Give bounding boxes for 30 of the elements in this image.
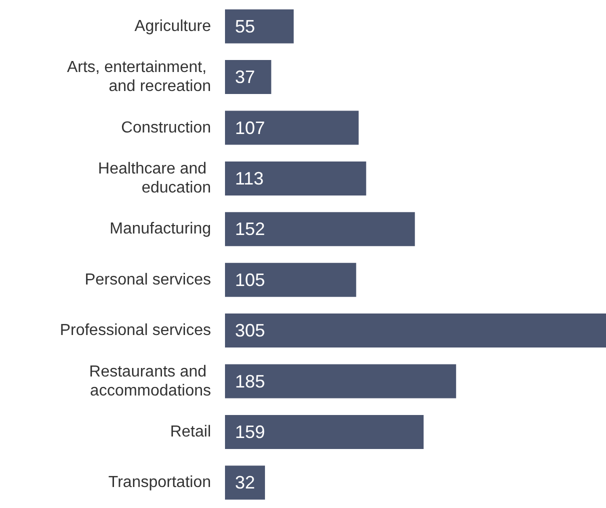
y-tick-label: Arts, entertainment, and recreation xyxy=(66,59,211,96)
y-tick-label: Retail xyxy=(170,423,211,440)
bar xyxy=(225,262,356,297)
data-label: 152 xyxy=(235,219,266,240)
bar xyxy=(225,212,415,246)
bar xyxy=(225,314,606,348)
y-tick-label: Agriculture xyxy=(134,18,212,35)
bar xyxy=(225,414,424,449)
y-tick-label: Transportation xyxy=(108,474,211,492)
bar xyxy=(225,9,294,44)
y-tick-label: Professional services xyxy=(60,322,211,340)
bar xyxy=(225,110,359,145)
data-label: 185 xyxy=(235,371,266,392)
data-label: 37 xyxy=(235,67,256,88)
y-tick-label: Manufacturing xyxy=(110,220,211,238)
y-tick-label: Construction xyxy=(121,119,211,136)
y-tick-label: Healthcare and education xyxy=(98,160,211,196)
data-label: 107 xyxy=(235,118,266,138)
bar xyxy=(225,466,265,500)
data-label: 159 xyxy=(235,422,266,442)
data-label: 55 xyxy=(235,16,256,36)
bar xyxy=(225,161,366,196)
y-tick-label: Restaurants and accommodations xyxy=(89,363,211,400)
data-label: 105 xyxy=(235,270,266,290)
y-tick-label: Personal services xyxy=(84,271,211,288)
data-label: 113 xyxy=(235,168,264,188)
data-label: 32 xyxy=(235,472,256,493)
bar xyxy=(225,364,456,398)
data-label: 305 xyxy=(235,320,266,341)
bar xyxy=(225,60,272,94)
